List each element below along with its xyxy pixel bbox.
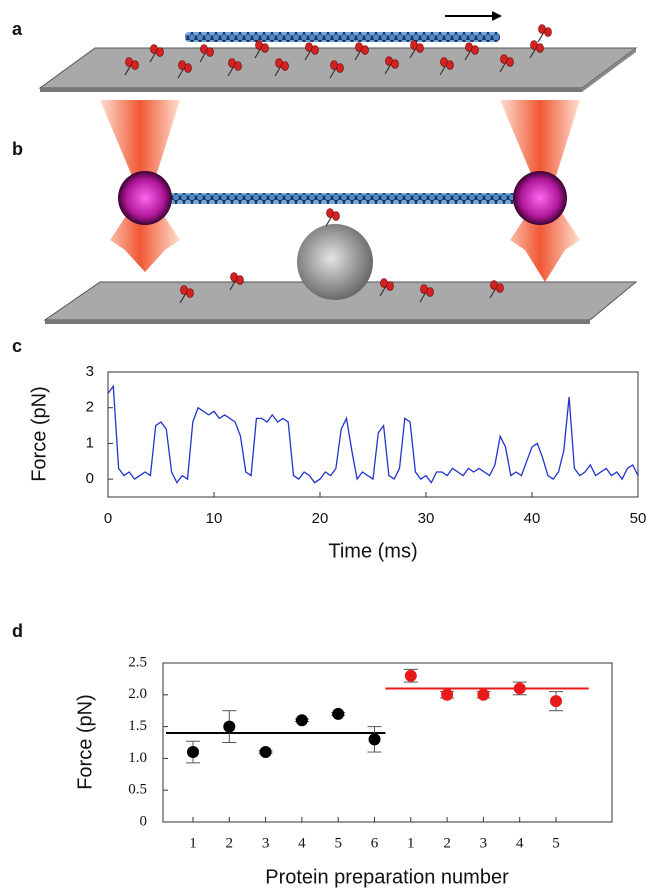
x-tick-label: 20	[312, 510, 329, 527]
x-axis-label: Protein preparation number	[265, 866, 509, 888]
x-tick-label: 2	[443, 835, 451, 851]
y-tick-label: 3	[86, 363, 94, 380]
x-tick-label: 50	[630, 510, 647, 527]
x-tick-label: 1	[189, 835, 197, 851]
x-tick-label: 2	[226, 835, 234, 851]
x-tick-label: 1	[407, 835, 415, 851]
x-axis-label: Time (ms)	[328, 540, 417, 562]
y-tick-label: 1	[86, 434, 94, 451]
point	[368, 733, 381, 746]
y-tick-label: 0	[140, 813, 148, 829]
y-axis-label: Force (pN)	[28, 386, 50, 482]
panel-label: d	[12, 621, 23, 641]
point	[332, 707, 345, 720]
point	[477, 688, 490, 701]
x-tick-label: 4	[298, 835, 306, 851]
y-tick-label: 2	[86, 399, 94, 416]
y-tick-label: 1.5	[128, 718, 147, 734]
x-tick-label: 6	[371, 835, 379, 851]
y-axis-label: Force (pN)	[74, 694, 96, 790]
illustration-b	[43, 100, 638, 324]
y-tick-label: 0	[86, 470, 94, 487]
x-tick-label: 5	[334, 835, 342, 851]
x-tick-label: 40	[524, 510, 541, 527]
plot-frame	[162, 662, 613, 823]
point	[259, 746, 272, 759]
x-tick-label: 3	[262, 835, 270, 851]
force-trace	[107, 384, 639, 484]
x-tick-label: 5	[552, 835, 560, 851]
x-tick-label: 3	[480, 835, 488, 851]
point	[513, 682, 526, 695]
point	[441, 688, 454, 701]
point	[404, 669, 417, 682]
panel-label: a	[12, 19, 23, 39]
y-tick-label: 2.0	[128, 686, 147, 702]
y-tick-label: 0.5	[128, 782, 147, 798]
x-tick-label: 4	[516, 835, 524, 851]
point	[295, 714, 308, 727]
point	[550, 695, 562, 708]
y-tick-label: 1.0	[128, 750, 147, 766]
x-tick-label: 0	[104, 510, 112, 527]
y-tick-label: 2.5	[128, 654, 147, 670]
x-tick-label: 30	[418, 510, 435, 527]
illustration-a	[38, 11, 638, 92]
plot-frame	[107, 371, 639, 498]
panel-label: b	[12, 139, 23, 159]
x-tick-label: 10	[206, 510, 223, 527]
point	[187, 746, 199, 759]
point	[223, 720, 236, 733]
panel-label: c	[12, 336, 22, 356]
